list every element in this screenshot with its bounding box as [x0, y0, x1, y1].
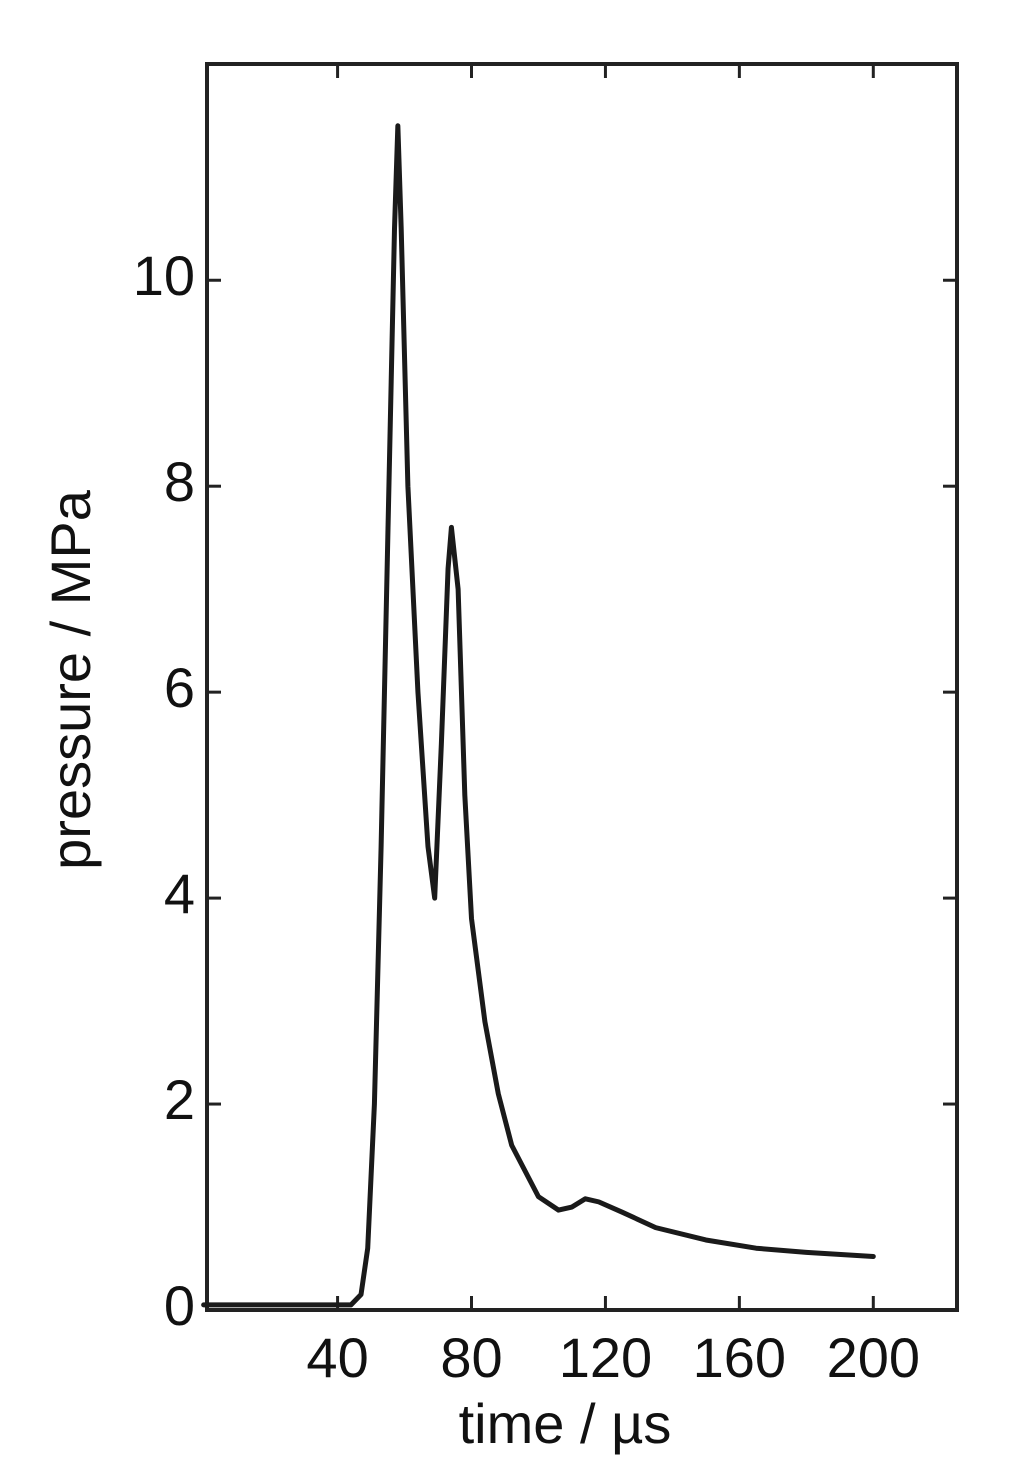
- y-tick-label: 0: [164, 1274, 195, 1337]
- x-tick-label: 40: [306, 1326, 368, 1389]
- y-tick-label: 2: [164, 1068, 195, 1131]
- x-axis-label: time / µs: [459, 1392, 672, 1455]
- x-tick-label: 120: [559, 1326, 652, 1389]
- plot-frame: [205, 62, 959, 1312]
- y-axis-label: pressure / MPa: [39, 489, 102, 870]
- x-tick-label: 160: [693, 1326, 786, 1389]
- y-tick-label: 6: [164, 656, 195, 719]
- data-line: [201, 123, 876, 1308]
- x-tick-label: 80: [440, 1326, 502, 1389]
- y-tick-label: 8: [164, 450, 195, 513]
- y-tick-label: 4: [164, 862, 195, 925]
- y-tick-label: 10: [133, 244, 195, 307]
- x-tick-label: 200: [827, 1326, 920, 1389]
